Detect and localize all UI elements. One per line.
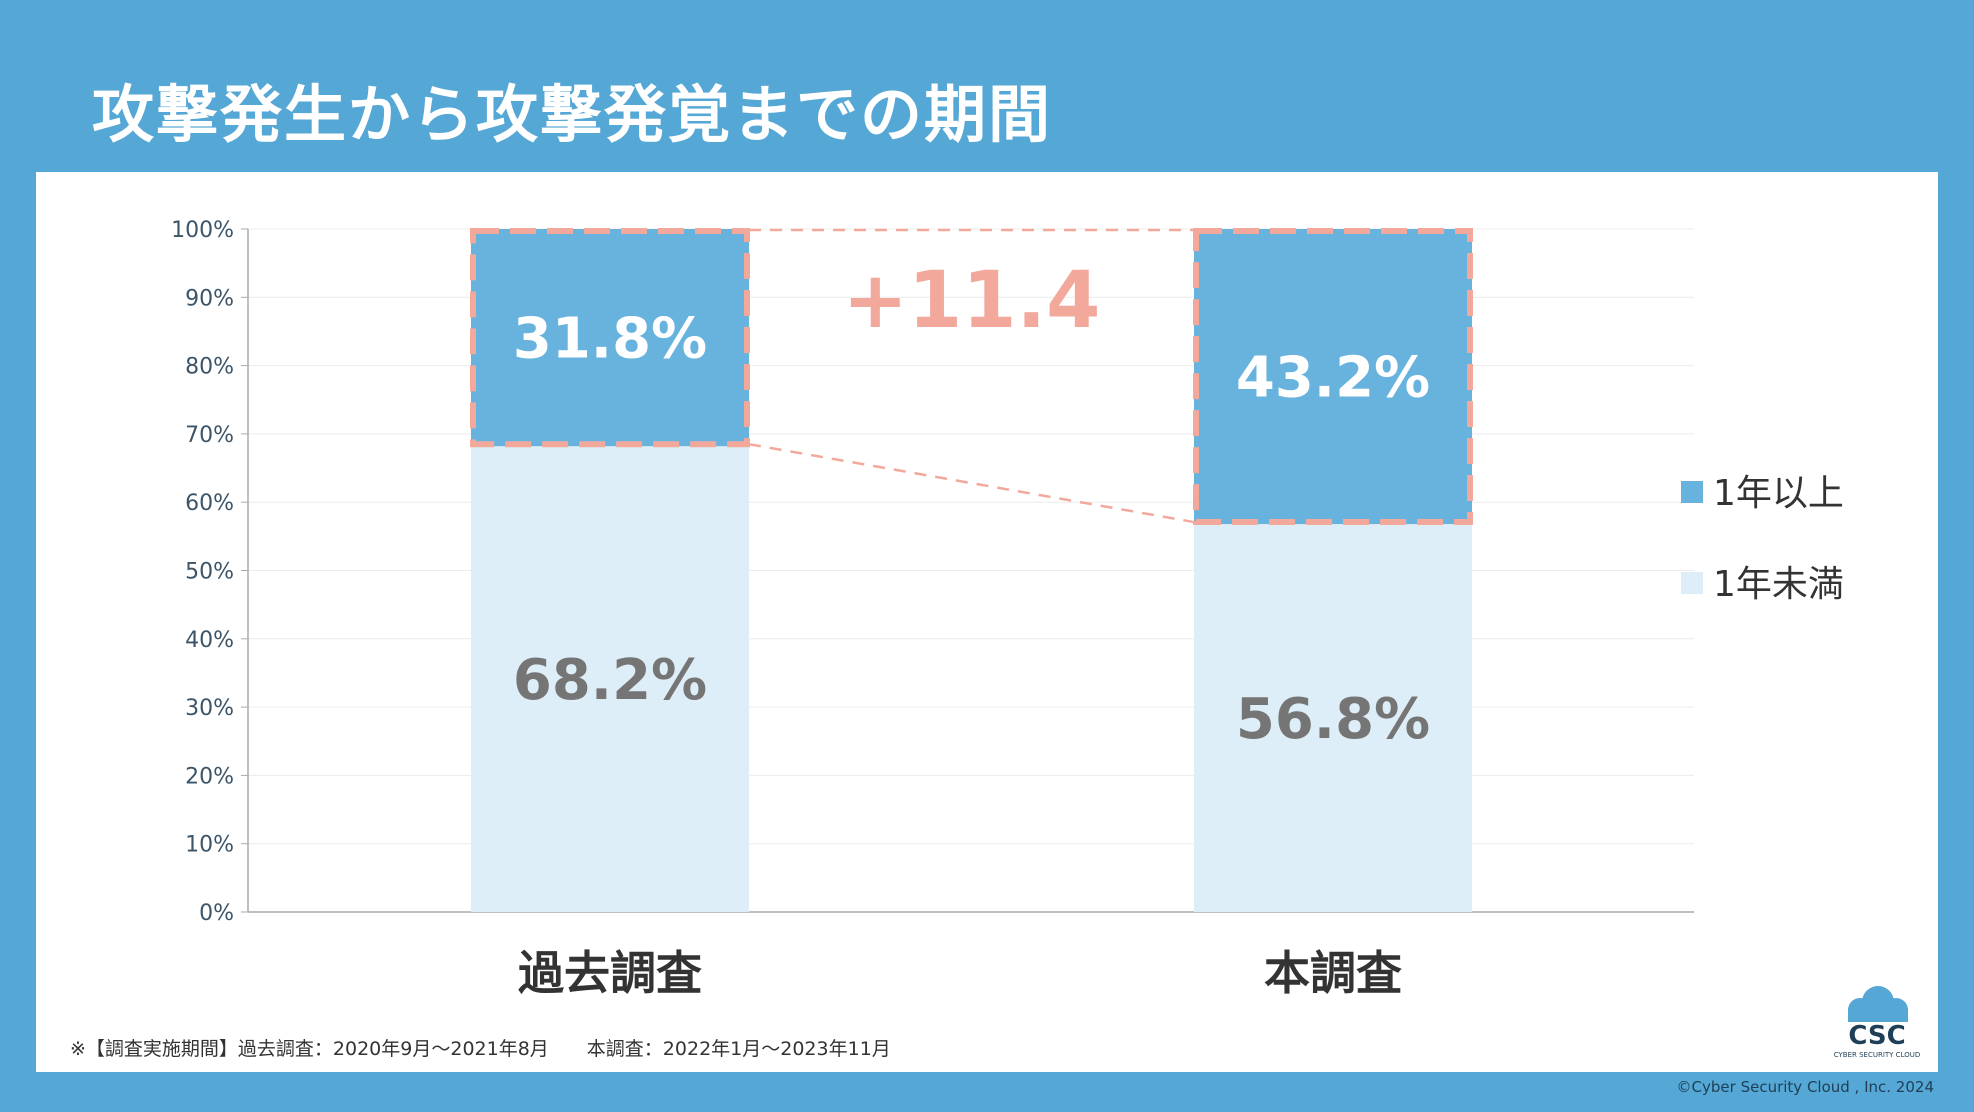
bar-segment: [471, 229, 749, 447]
highlight-box: [470, 228, 750, 448]
connector-line: [748, 442, 1195, 524]
logo-subtext: CYBER SECURITY CLOUD: [1834, 1051, 1921, 1059]
y-tick-label: 60%: [185, 491, 234, 516]
logo-text: CSC: [1848, 1021, 1905, 1051]
bar-segment: [1194, 229, 1472, 525]
difference-annotation: +11.4: [843, 256, 1101, 346]
cloud-icon: [1848, 986, 1908, 1022]
x-category-label: 過去調査: [518, 946, 702, 1000]
legend-swatch: [1681, 481, 1703, 503]
y-tick-label: 80%: [185, 355, 234, 380]
data-label: 43.2%: [1236, 346, 1430, 411]
stacked-bar-chart: 0% 10% 20% 30% 40% 50% 60% 70% 80% 90% 100% 68.2% 31…: [171, 218, 1844, 1000]
y-tick-label: 20%: [185, 764, 234, 789]
chart-panel: 0% 10% 20% 30% 40% 50% 60% 70% 80% 90% 100% 68.2% 31…: [36, 172, 1938, 1072]
y-tick-label: 70%: [185, 423, 234, 448]
footnote: ※【調査実施期間】過去調査：2020年9月～2021年8月 本調査：2022年1…: [70, 1038, 891, 1060]
y-tick-label: 90%: [185, 286, 234, 311]
highlight-box: [1193, 228, 1473, 526]
data-label: 68.2%: [513, 648, 707, 713]
bar-segment: [1194, 524, 1472, 912]
y-tick-label: 30%: [185, 696, 234, 721]
page-title: 攻撃発生から攻撃発覚までの期間: [92, 78, 1053, 151]
y-tick-label: 50%: [185, 560, 234, 585]
y-tick-label: 40%: [185, 628, 234, 653]
legend-label: 1年以上: [1713, 473, 1844, 514]
x-category-label: 本調査: [1264, 946, 1402, 1000]
legend-label: 1年未満: [1713, 564, 1844, 605]
legend-swatch: [1681, 572, 1703, 594]
y-tick-label: 10%: [185, 833, 234, 858]
csc-logo: CSC CYBER SECURITY CLOUD: [1834, 986, 1921, 1059]
copyright: ©Cyber Security Cloud , Inc. 2024: [1676, 1078, 1934, 1096]
bar-segment: [471, 446, 749, 912]
y-tick-label: 0%: [199, 901, 234, 926]
y-tick-label: 100%: [171, 218, 234, 243]
data-label: 56.8%: [1236, 687, 1430, 752]
data-label: 31.8%: [513, 307, 707, 372]
